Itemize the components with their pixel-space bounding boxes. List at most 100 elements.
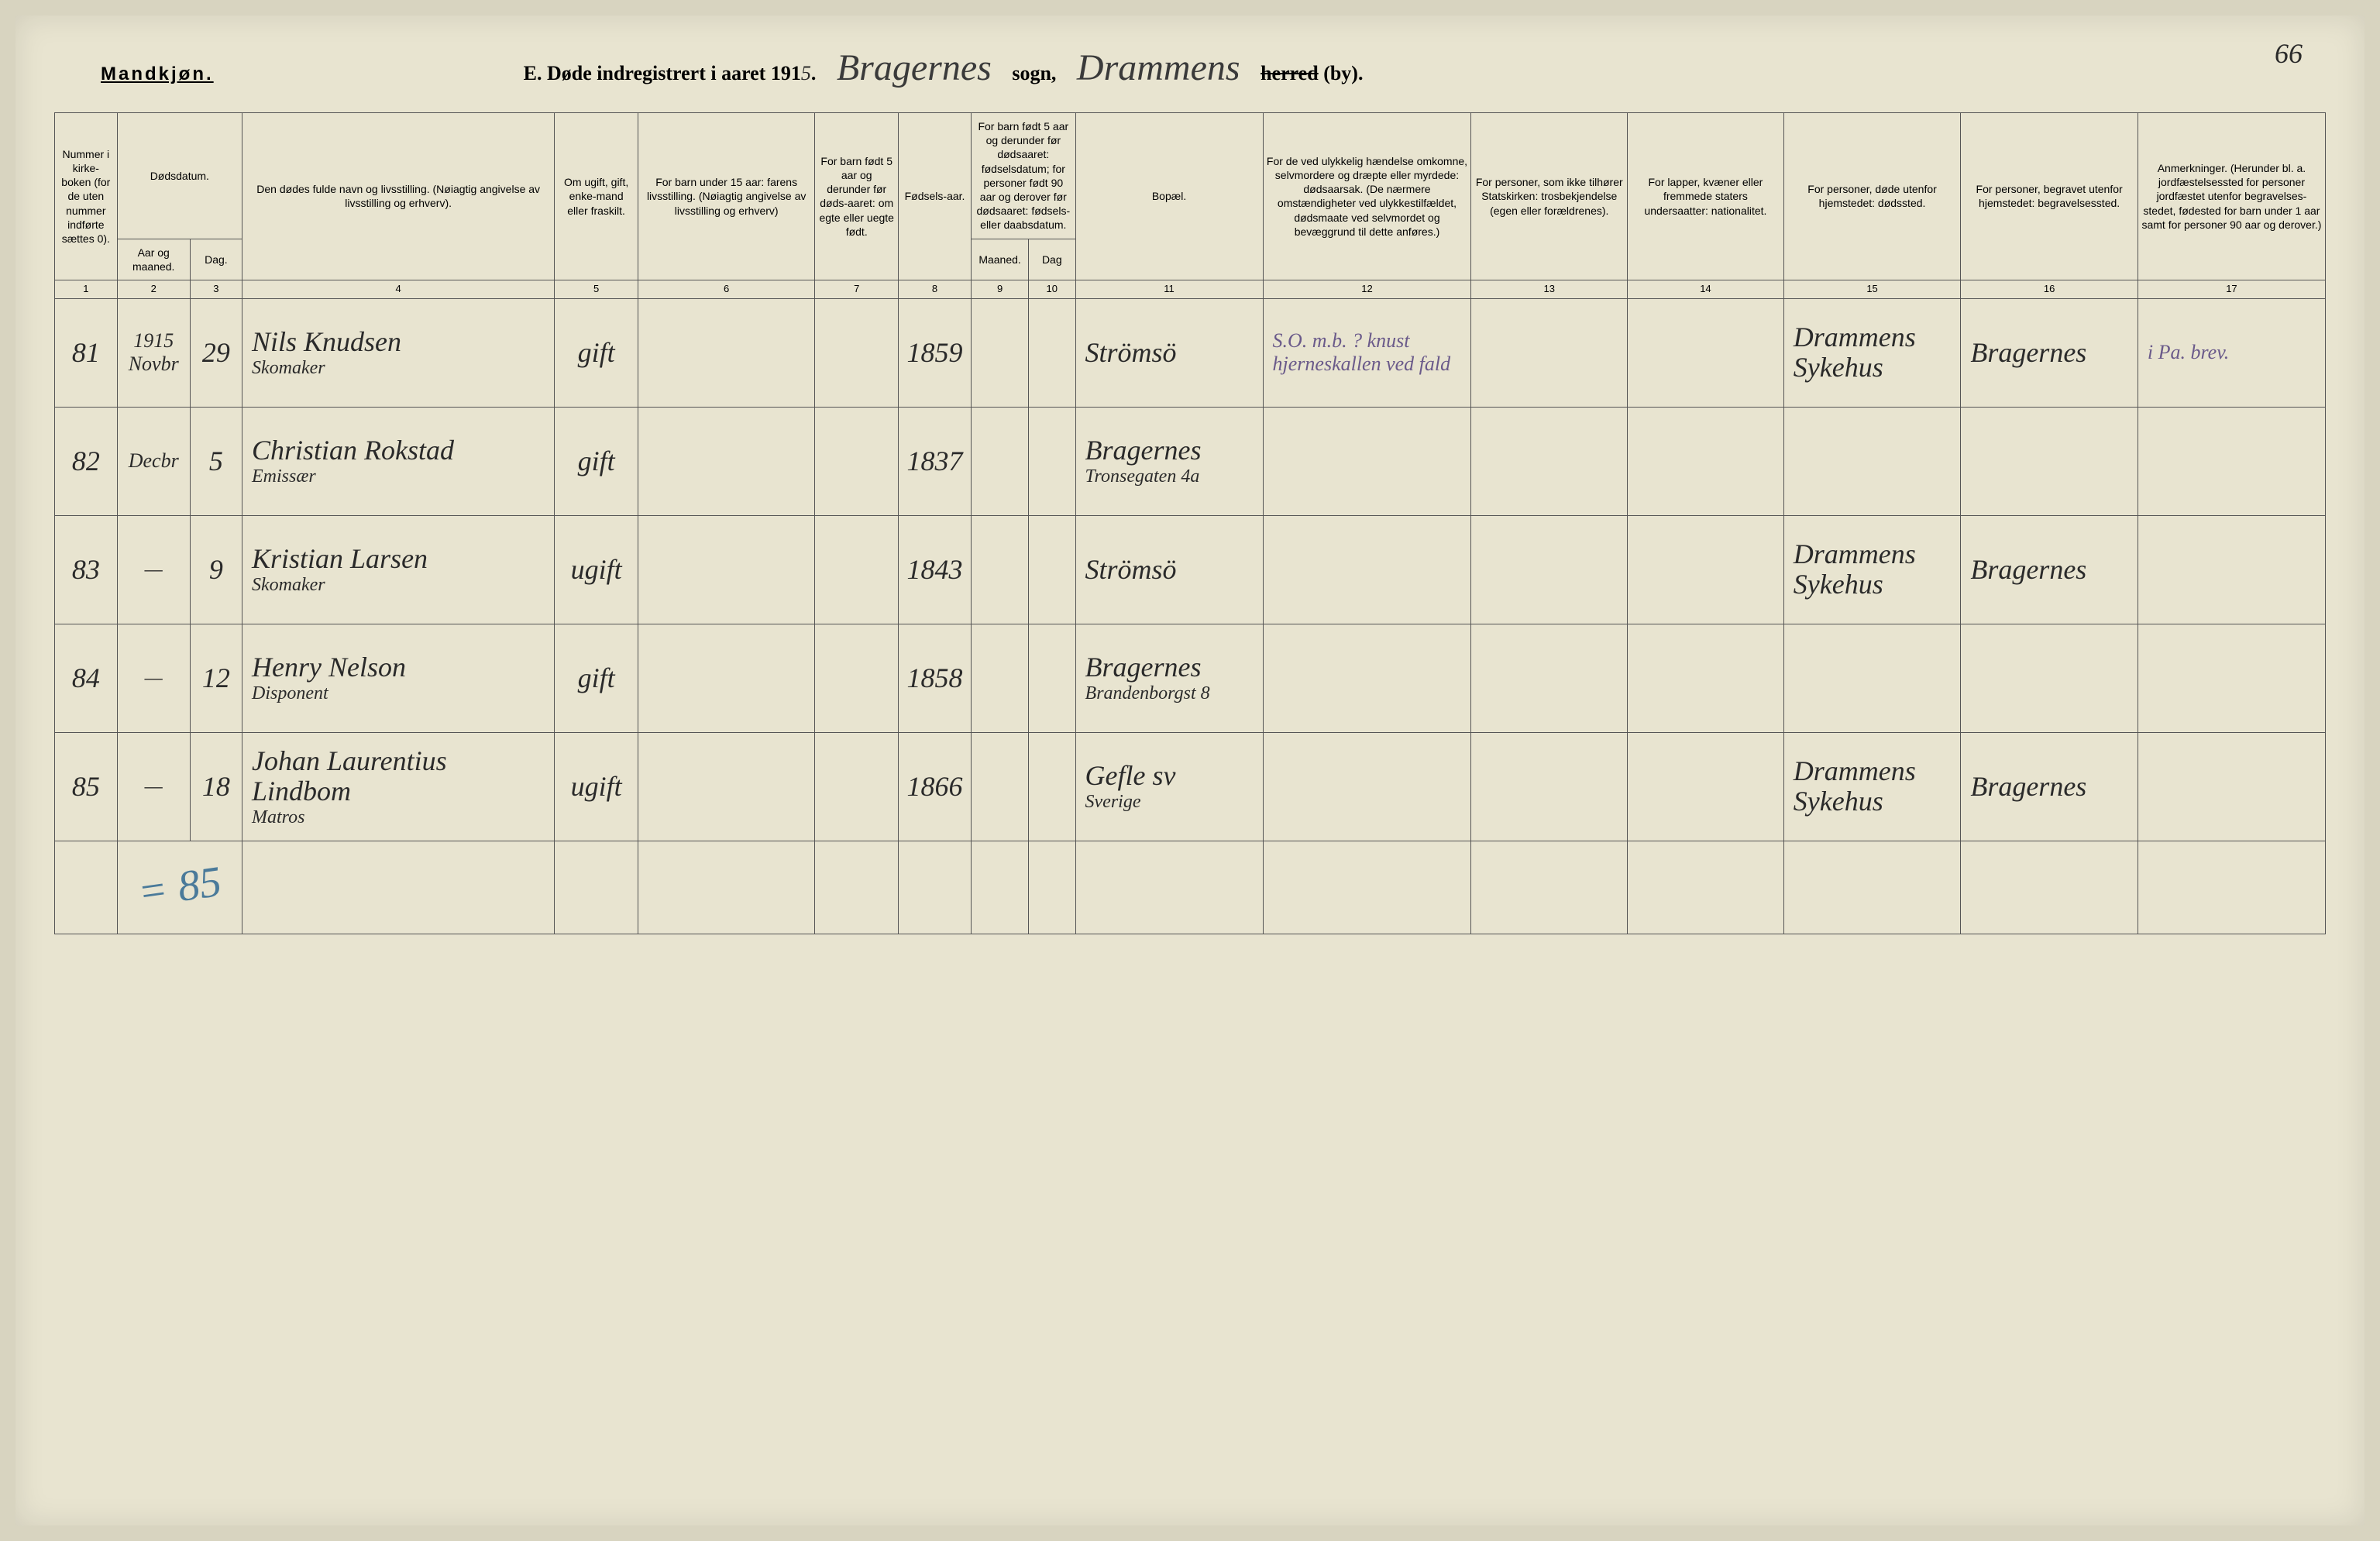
father-occupation bbox=[638, 732, 815, 841]
death-place: Drammens Sykehus bbox=[1783, 732, 1961, 841]
table-row: 84 — 12 Henry NelsonDisponent gift 1858 … bbox=[55, 624, 2326, 732]
name-occupation: Christian RokstadEmissær bbox=[242, 407, 554, 515]
colnum: 7 bbox=[815, 280, 899, 298]
table-body: 81 1915 Novbr 29 Nils KnudsenSkomaker gi… bbox=[55, 298, 2326, 934]
nationality bbox=[1628, 407, 1784, 515]
confession bbox=[1471, 407, 1628, 515]
col-header: For barn under 15 aar: farens livsstilli… bbox=[638, 113, 815, 280]
col-header: For barn født 5 aar og derunder før døds… bbox=[815, 113, 899, 280]
colnum: 6 bbox=[638, 280, 815, 298]
marital-status: gift bbox=[555, 298, 638, 407]
residence: Strömsö bbox=[1075, 298, 1263, 407]
col-header: Dødsdatum. bbox=[117, 113, 242, 239]
colnum: 3 bbox=[190, 280, 242, 298]
colnum: 1 bbox=[55, 280, 118, 298]
herred-struck: herred bbox=[1261, 62, 1319, 84]
residence: Gefle svSverige bbox=[1075, 732, 1263, 841]
marital-status: ugift bbox=[555, 515, 638, 624]
legitimacy bbox=[815, 732, 899, 841]
legitimacy bbox=[815, 515, 899, 624]
residence: BragernesTronsegaten 4a bbox=[1075, 407, 1263, 515]
col-header: Nummer i kirke-boken (for de uten nummer… bbox=[55, 113, 118, 280]
birth-day bbox=[1029, 407, 1076, 515]
col-header: For personer, som ikke tilhører Statskir… bbox=[1471, 113, 1628, 280]
birth-year: 1837 bbox=[898, 407, 971, 515]
entry-number: 85 bbox=[55, 732, 118, 841]
colnum: 5 bbox=[555, 280, 638, 298]
district-name: Drammens bbox=[1061, 46, 1256, 89]
death-year-month: — bbox=[117, 624, 190, 732]
colnum: 2 bbox=[117, 280, 190, 298]
col-header: Fødsels-aar. bbox=[898, 113, 971, 280]
death-place: Drammens Sykehus bbox=[1783, 298, 1961, 407]
col-header: Anmerkninger. (Herunder bl. a. jordfæste… bbox=[2138, 113, 2325, 280]
name-occupation: Kristian LarsenSkomaker bbox=[242, 515, 554, 624]
death-cause bbox=[1263, 515, 1471, 624]
entry-number: 82 bbox=[55, 407, 118, 515]
col-header: Om ugift, gift, enke-mand eller fraskilt… bbox=[555, 113, 638, 280]
marital-status: gift bbox=[555, 407, 638, 515]
death-cause bbox=[1263, 732, 1471, 841]
page-header: Mandkjøn. E. Døde indregistrert i aaret … bbox=[54, 46, 2326, 89]
title-prefix: E. Døde indregistrert i aaret 191 bbox=[524, 62, 801, 84]
colnum: 12 bbox=[1263, 280, 1471, 298]
title: E. Døde indregistrert i aaret 1915. Brag… bbox=[524, 46, 1364, 89]
death-day: 29 bbox=[190, 298, 242, 407]
legitimacy bbox=[815, 624, 899, 732]
confession bbox=[1471, 624, 1628, 732]
col-header: For personer, døde utenfor hjemstedet: d… bbox=[1783, 113, 1961, 280]
birth-month bbox=[972, 624, 1029, 732]
register-page: 66 Mandkjøn. E. Døde indregistrert i aar… bbox=[15, 15, 2365, 1526]
col-header: Aar og maaned. bbox=[117, 239, 190, 280]
page-number: 66 bbox=[2275, 39, 2303, 70]
entry-number: 81 bbox=[55, 298, 118, 407]
name-occupation: Nils KnudsenSkomaker bbox=[242, 298, 554, 407]
father-occupation bbox=[638, 298, 815, 407]
death-cause: S.O. m.b. ? knust hjerneskallen ved fald bbox=[1263, 298, 1471, 407]
marital-status: gift bbox=[555, 624, 638, 732]
burial-place: Bragernes bbox=[1961, 515, 2138, 624]
entry-number: 84 bbox=[55, 624, 118, 732]
burial-place: Bragernes bbox=[1961, 732, 2138, 841]
col-header: Dag. bbox=[190, 239, 242, 280]
column-numbers-row: 1 2 3 4 5 6 7 8 9 10 11 12 13 14 15 16 1… bbox=[55, 280, 2326, 298]
birth-month bbox=[972, 515, 1029, 624]
death-cause bbox=[1263, 624, 1471, 732]
col-header: For personer, begravet utenfor hjemstede… bbox=[1961, 113, 2138, 280]
remarks bbox=[2138, 407, 2325, 515]
table-row: 83 — 9 Kristian LarsenSkomaker ugift 184… bbox=[55, 515, 2326, 624]
colnum: 8 bbox=[898, 280, 971, 298]
colnum: 13 bbox=[1471, 280, 1628, 298]
col-header: Dag bbox=[1029, 239, 1076, 280]
burial-place: Bragernes bbox=[1961, 298, 2138, 407]
death-place bbox=[1783, 407, 1961, 515]
confession bbox=[1471, 732, 1628, 841]
burial-place bbox=[1961, 624, 2138, 732]
residence: Strömsö bbox=[1075, 515, 1263, 624]
nationality bbox=[1628, 624, 1784, 732]
table-row: 85 — 18 Johan Laurentius LindbomMatros u… bbox=[55, 732, 2326, 841]
col-header: For lapper, kvæner eller fremmede stater… bbox=[1628, 113, 1784, 280]
birth-month bbox=[972, 407, 1029, 515]
table-row: 81 1915 Novbr 29 Nils KnudsenSkomaker gi… bbox=[55, 298, 2326, 407]
death-year-month: — bbox=[117, 732, 190, 841]
legitimacy bbox=[815, 407, 899, 515]
residence: BragernesBrandenborgst 8 bbox=[1075, 624, 1263, 732]
birth-day bbox=[1029, 624, 1076, 732]
colnum: 11 bbox=[1075, 280, 1263, 298]
death-place: Drammens Sykehus bbox=[1783, 515, 1961, 624]
death-day: 12 bbox=[190, 624, 242, 732]
birth-year: 1858 bbox=[898, 624, 971, 732]
birth-day bbox=[1029, 298, 1076, 407]
year-digit: 5 bbox=[801, 62, 811, 84]
nationality bbox=[1628, 515, 1784, 624]
father-occupation bbox=[638, 407, 815, 515]
death-year-month: Decbr bbox=[117, 407, 190, 515]
table-row: 82 Decbr 5 Christian RokstadEmissær gift… bbox=[55, 407, 2326, 515]
birth-month bbox=[972, 298, 1029, 407]
colnum: 10 bbox=[1029, 280, 1076, 298]
table-header: Nummer i kirke-boken (for de uten nummer… bbox=[55, 113, 2326, 299]
col-header: For de ved ulykkelig hændelse omkomne, s… bbox=[1263, 113, 1471, 280]
col-header: Bopæl. bbox=[1075, 113, 1263, 280]
entry-number: 83 bbox=[55, 515, 118, 624]
